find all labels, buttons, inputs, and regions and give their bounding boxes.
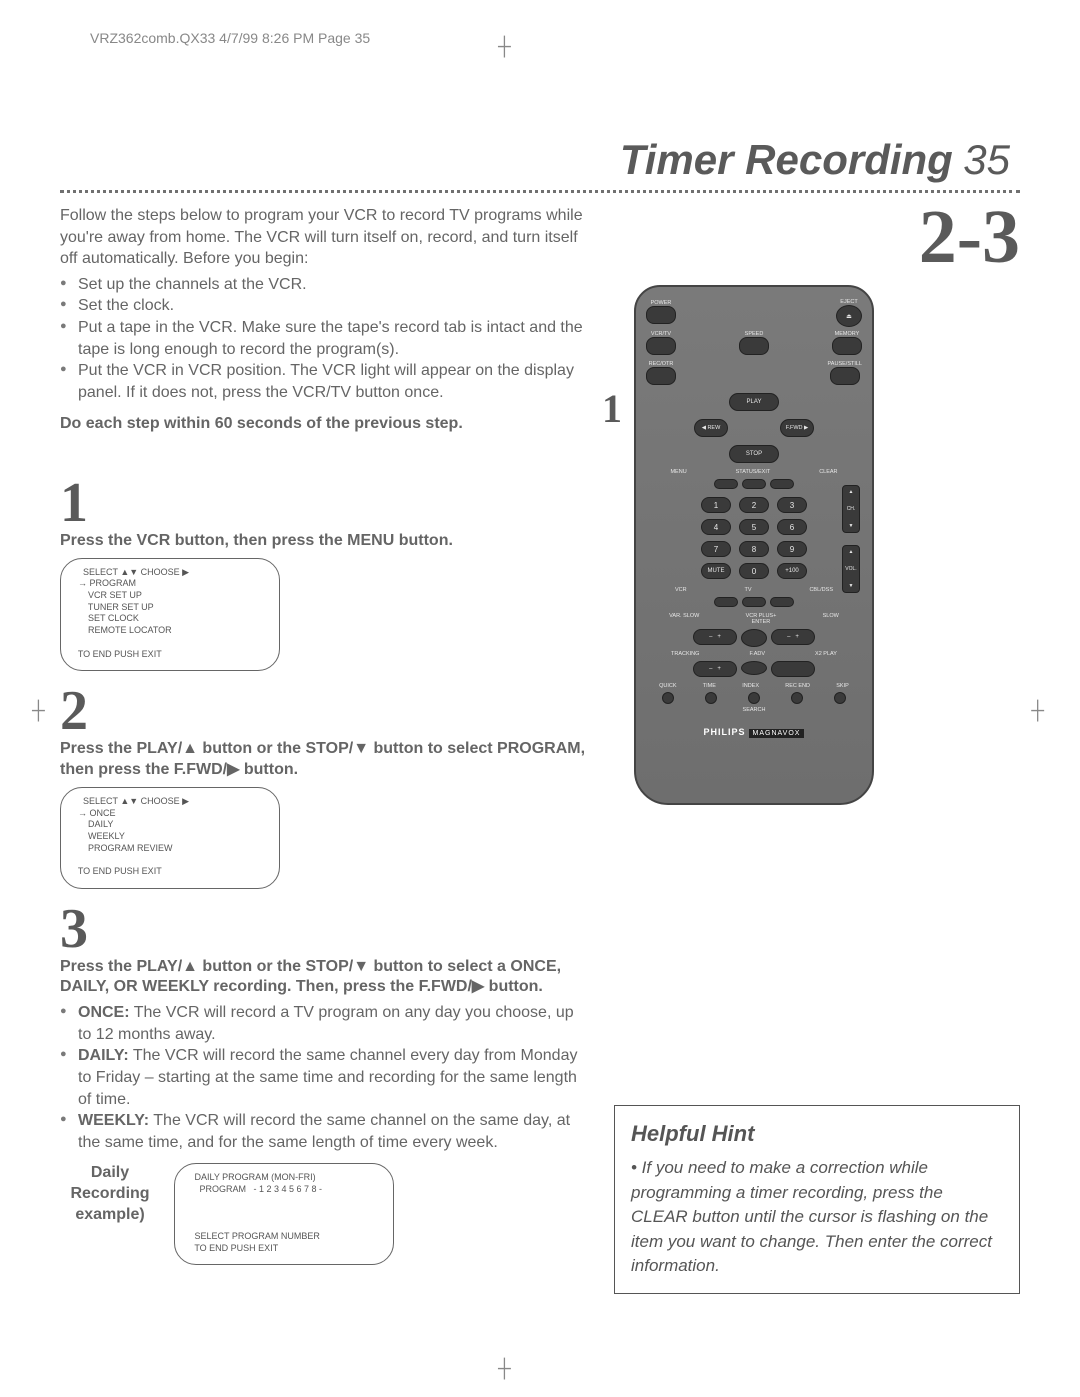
- recotr-button[interactable]: [646, 367, 676, 385]
- num-8-button[interactable]: 8: [739, 541, 769, 557]
- tracking-button[interactable]: – +: [693, 661, 737, 677]
- mute-button[interactable]: MUTE: [701, 563, 731, 579]
- quick-label: QUICK: [659, 683, 676, 689]
- helpful-hint-box: Helpful Hint • If you need to make a cor…: [614, 1105, 1020, 1294]
- num-1-button[interactable]: 1: [701, 497, 731, 513]
- vcrtv-button[interactable]: [646, 337, 676, 355]
- x2-button[interactable]: [771, 661, 815, 677]
- file-header-line: VRZ362comb.QX33 4/7/99 8:26 PM Page 35: [90, 30, 1020, 46]
- pause-button[interactable]: [830, 367, 860, 385]
- skip-button[interactable]: [834, 692, 846, 704]
- step-2-number: 2: [60, 683, 590, 739]
- page-number: 35: [963, 136, 1010, 183]
- status-label: STATUS/EXIT: [736, 469, 771, 475]
- clear-label: CLEAR: [819, 469, 837, 475]
- tracking-label: TRACKING: [671, 651, 699, 657]
- slow-label: SLOW: [823, 613, 839, 625]
- hint-title: Helpful Hint: [631, 1118, 1003, 1150]
- intro-bullet: Put the VCR in VCR position. The VCR lig…: [60, 360, 590, 403]
- search-label: SEARCH: [646, 707, 862, 713]
- hint-body: • If you need to make a correction while…: [631, 1156, 1003, 1279]
- daily-example-label: Daily Recording example): [60, 1163, 160, 1225]
- channel-rocker[interactable]: ▲CH.▼: [842, 485, 860, 533]
- src-vcr-label: VCR: [675, 587, 687, 593]
- enter-button[interactable]: [741, 629, 767, 647]
- fadv-button[interactable]: [741, 661, 767, 675]
- remote-callout-1: 1: [602, 385, 622, 432]
- daily-example-screen: DAILY PROGRAM (MON-FRI) PROGRAM - 1 2 3 …: [174, 1163, 394, 1265]
- speed-button[interactable]: [739, 337, 769, 355]
- step-3-daily: DAILY: The VCR will record the same chan…: [60, 1045, 590, 1110]
- status-button[interactable]: [742, 479, 766, 489]
- menu-label: MENU: [670, 469, 686, 475]
- play-button[interactable]: PLAY: [729, 393, 779, 411]
- slow-button[interactable]: – +: [771, 629, 815, 645]
- src-tv-label: TV: [745, 587, 752, 593]
- crop-mark-top: ┼: [498, 36, 511, 57]
- index-button[interactable]: [748, 692, 760, 704]
- plus100-button[interactable]: +100: [777, 563, 807, 579]
- recend-button[interactable]: [791, 692, 803, 704]
- time-label: TIME: [703, 683, 716, 689]
- remote-diagram: POWER EJECT ⏏ VCR/TV SPEED MEMORY: [634, 285, 1020, 805]
- stop-button[interactable]: STOP: [729, 445, 779, 463]
- quick-button[interactable]: [662, 692, 674, 704]
- num-3-button[interactable]: 3: [777, 497, 807, 513]
- brand-row: PHILIPSMAGNAVOX: [646, 727, 862, 737]
- step-2-instruction: Press the PLAY/▲ button or the STOP/▼ bu…: [60, 739, 590, 781]
- clear-button[interactable]: [770, 479, 794, 489]
- step-1-number: 1: [60, 475, 590, 531]
- varslow-button[interactable]: – +: [693, 629, 737, 645]
- num-9-button[interactable]: 9: [777, 541, 807, 557]
- volume-rocker[interactable]: ▲VOL.▼: [842, 545, 860, 593]
- src-vcr-button[interactable]: [714, 597, 738, 607]
- eject-button[interactable]: ⏏: [836, 305, 862, 327]
- rew-button[interactable]: ◀ REW: [694, 419, 728, 437]
- intro-bullet: Set the clock.: [60, 295, 590, 317]
- crop-mark-bottom: ┼: [498, 1358, 511, 1379]
- fadv-label: F.ADV: [749, 651, 765, 657]
- src-cbl-label: CBL/DSS: [809, 587, 833, 593]
- src-tv-button[interactable]: [742, 597, 766, 607]
- step-3-instruction: Press the PLAY/▲ button or the STOP/▼ bu…: [60, 957, 590, 999]
- step-3-weekly: WEEKLY: The VCR will record the same cha…: [60, 1110, 590, 1153]
- num-6-button[interactable]: 6: [777, 519, 807, 535]
- title-rule: [60, 190, 1020, 193]
- page-title: Timer Recording: [620, 136, 953, 183]
- num-4-button[interactable]: 4: [701, 519, 731, 535]
- ffwd-button[interactable]: F.FWD ▶: [780, 419, 814, 437]
- enter-label: VCR PLUS+ ENTER: [746, 613, 777, 625]
- crop-mark-left: ┼: [32, 700, 45, 721]
- menu-button[interactable]: [714, 479, 738, 489]
- step-2-screen: SELECT ▲▼ CHOOSE ▶ → ONCE DAILY WEEKLY P…: [60, 787, 280, 889]
- index-label: INDEX: [742, 683, 759, 689]
- time-button[interactable]: [705, 692, 717, 704]
- right-page-range: 2-3: [614, 199, 1020, 275]
- warning-line: Do each step within 60 seconds of the pr…: [60, 413, 590, 435]
- memory-button[interactable]: [832, 337, 862, 355]
- x2-label: X2 PLAY: [815, 651, 837, 657]
- intro-bullet: Put a tape in the VCR. Make sure the tap…: [60, 317, 590, 360]
- step-3-number: 3: [60, 901, 590, 957]
- step-1-screen: SELECT ▲▼ CHOOSE ▶ → PROGRAM VCR SET UP …: [60, 558, 280, 672]
- num-2-button[interactable]: 2: [739, 497, 769, 513]
- dpad: PLAY ◀ REW F.FWD ▶ STOP: [694, 393, 814, 463]
- num-7-button[interactable]: 7: [701, 541, 731, 557]
- num-5-button[interactable]: 5: [739, 519, 769, 535]
- intro-bullet: Set up the channels at the VCR.: [60, 274, 590, 296]
- intro-paragraph: Follow the steps below to program your V…: [60, 205, 590, 270]
- src-cbl-button[interactable]: [770, 597, 794, 607]
- skip-label: SKIP: [836, 683, 849, 689]
- num-0-button[interactable]: 0: [739, 563, 769, 579]
- step-1-instruction: Press the VCR button, then press the MEN…: [60, 531, 590, 552]
- crop-mark-right: ┼: [1031, 700, 1044, 721]
- step-3-once: ONCE: The VCR will record a TV program o…: [60, 1002, 590, 1045]
- power-button[interactable]: [646, 306, 676, 324]
- recend-label: REC END: [785, 683, 810, 689]
- varslow-label: VAR. SLOW: [669, 613, 699, 625]
